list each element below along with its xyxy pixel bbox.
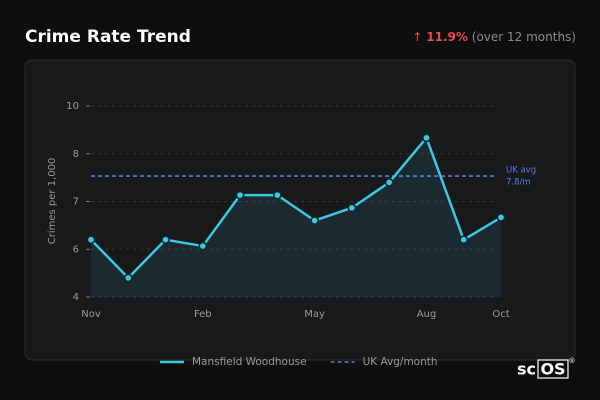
- data-point: [198, 241, 208, 251]
- data-point: [496, 213, 506, 222]
- legend-label: Mansfield Woodhouse: [192, 356, 307, 368]
- plot-area: 4 6 7 8 10 Nov Feb May Aug Oct UK avg 7.8/m Mansfiel…: [66, 101, 536, 368]
- series-line: [90, 136, 502, 280]
- reference-annotation: UK avg: [506, 166, 536, 176]
- data-point: [310, 216, 320, 225]
- change-arrow: ↑: [412, 30, 422, 44]
- x-tick-label: Oct: [492, 309, 509, 320]
- y-tick-label: 6: [73, 244, 79, 255]
- x-tick-label: Feb: [194, 309, 212, 320]
- y-axis-label: Crimes per 1,000: [47, 158, 58, 245]
- data-point: [384, 177, 394, 187]
- logo-boxed-text: OS: [540, 360, 565, 379]
- reference-annotation: 7.8/m: [506, 178, 531, 188]
- y-tick-label: 4: [73, 292, 79, 303]
- data-point: [161, 235, 170, 245]
- change-summary: ↑ 11.9% (over 12 months): [412, 30, 576, 44]
- data-point: [235, 190, 245, 200]
- logo-mark: ®: [569, 357, 576, 365]
- data-point: [86, 235, 96, 245]
- x-tick-label: Aug: [417, 309, 437, 320]
- y-tick-label: 10: [66, 101, 79, 112]
- data-point: [347, 203, 357, 213]
- data-point: [272, 190, 282, 200]
- x-tick-label: May: [304, 309, 325, 320]
- change-note: (over 12 months): [472, 30, 576, 44]
- logo-box: [537, 359, 569, 379]
- data-point: [459, 235, 469, 245]
- logo-text: sc: [517, 360, 536, 379]
- x-tick-label: Nov: [81, 309, 101, 320]
- legend-label: UK Avg/month: [363, 356, 438, 368]
- area-fill: [91, 137, 501, 297]
- data-point: [123, 273, 133, 283]
- logo: sc OS ®: [517, 357, 576, 379]
- y-tick-label: 8: [73, 149, 79, 160]
- change-value: 11.9%: [426, 30, 468, 44]
- data-point: [422, 133, 431, 143]
- y-tick-label: 7: [73, 197, 79, 208]
- widget-title: Crime Rate Trend: [25, 27, 191, 47]
